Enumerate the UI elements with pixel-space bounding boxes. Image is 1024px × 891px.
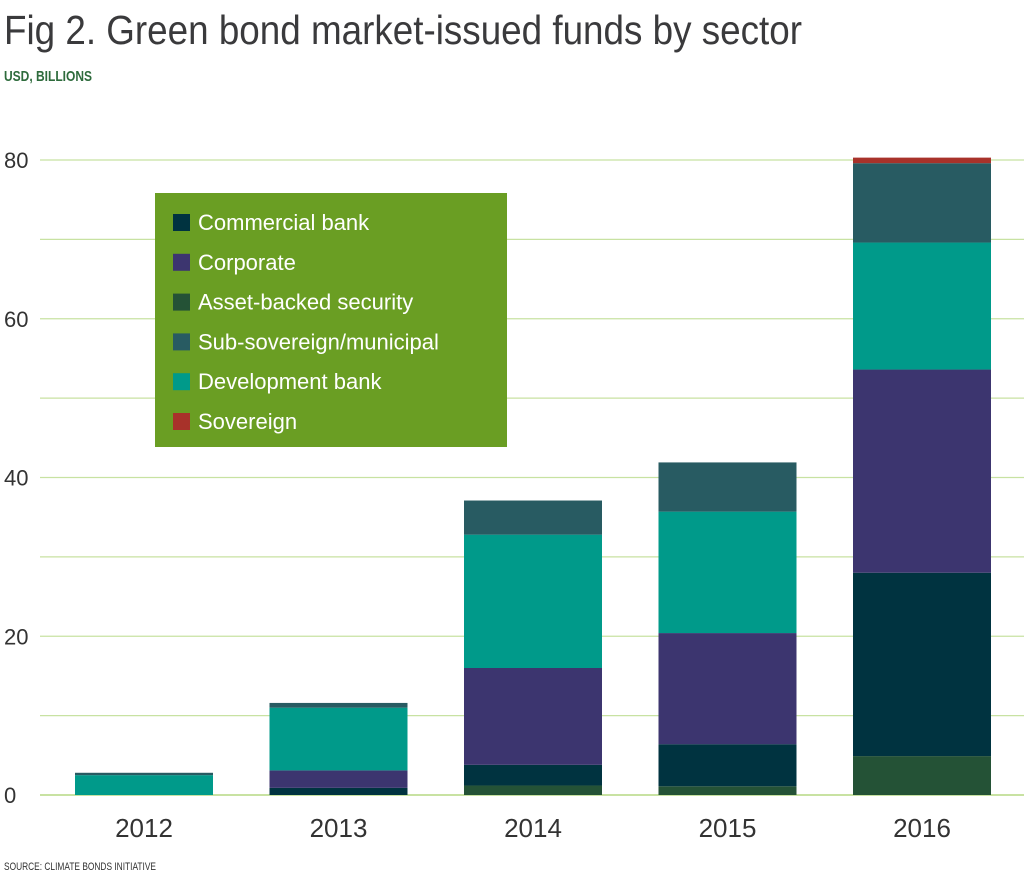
legend-swatch <box>173 373 190 391</box>
x-axis-ticks: 2012 2013 2014 2015 2016 <box>115 813 951 843</box>
y-tick-label: 20 <box>4 624 28 649</box>
legend-label: Sub-sovereign/municipal <box>198 329 439 354</box>
bars <box>75 157 991 795</box>
legend-swatch <box>173 253 190 271</box>
legend-label: Corporate <box>198 250 296 275</box>
bar-segment <box>269 702 408 708</box>
chart-subtitle: USD, BILLIONS <box>4 68 92 85</box>
x-tick-label: 2016 <box>893 813 951 843</box>
legend-label: Asset-backed security <box>198 290 413 315</box>
bar-segment <box>853 369 991 573</box>
legend-box <box>155 193 507 447</box>
legend-item: Asset-backed security <box>173 290 413 315</box>
legend-item: Sovereign <box>173 409 297 434</box>
x-tick-label: 2015 <box>699 813 757 843</box>
bar-segment <box>658 786 797 795</box>
bar-segment <box>464 500 602 535</box>
legend-label: Development bank <box>198 369 382 394</box>
bar-segment <box>464 785 602 795</box>
bar-segment <box>658 511 797 634</box>
x-tick-label: 2014 <box>504 813 562 843</box>
legend: Commercial bank Corporate Asset-backed sec… <box>155 193 507 447</box>
bar-segment <box>658 744 797 787</box>
bar-segment <box>269 787 408 795</box>
bar-segment <box>658 462 797 512</box>
legend-item: Development bank <box>173 369 382 394</box>
bar-segment <box>75 772 213 776</box>
y-tick-label: 60 <box>4 307 28 332</box>
bar-segment <box>853 157 991 164</box>
legend-item: Sub-sovereign/municipal <box>173 329 439 354</box>
source-note: SOURCE: CLIMATE BONDS INITIATIVE <box>4 861 156 873</box>
y-axis-ticks: 0 20 40 60 80 <box>4 148 28 808</box>
legend-label: Commercial bank <box>198 210 370 235</box>
legend-item: Corporate <box>173 250 296 275</box>
legend-item: Commercial bank <box>173 210 370 235</box>
bar-segment <box>853 242 991 370</box>
legend-label: Sovereign <box>198 409 297 434</box>
chart-title: Fig 2. Green bond market-issued funds by… <box>4 7 802 53</box>
bar-segment <box>658 633 797 745</box>
bar-segment <box>464 764 602 786</box>
bar-segment <box>75 775 213 795</box>
x-tick-label: 2013 <box>310 813 368 843</box>
bar-segment <box>853 163 991 243</box>
bar-segment <box>269 770 408 788</box>
y-tick-label: 80 <box>4 148 28 173</box>
bar-segment <box>853 572 991 757</box>
legend-swatch <box>173 333 190 351</box>
y-tick-label: 40 <box>4 466 28 491</box>
legend-swatch <box>173 214 190 231</box>
bar-segment <box>464 534 602 668</box>
bar-segment <box>269 707 408 771</box>
legend-swatch <box>173 293 190 311</box>
legend-swatch <box>173 413 190 430</box>
x-tick-label: 2012 <box>115 813 173 843</box>
bar-segment <box>464 668 602 765</box>
bar-segment <box>853 756 991 795</box>
y-tick-label: 0 <box>4 783 16 808</box>
